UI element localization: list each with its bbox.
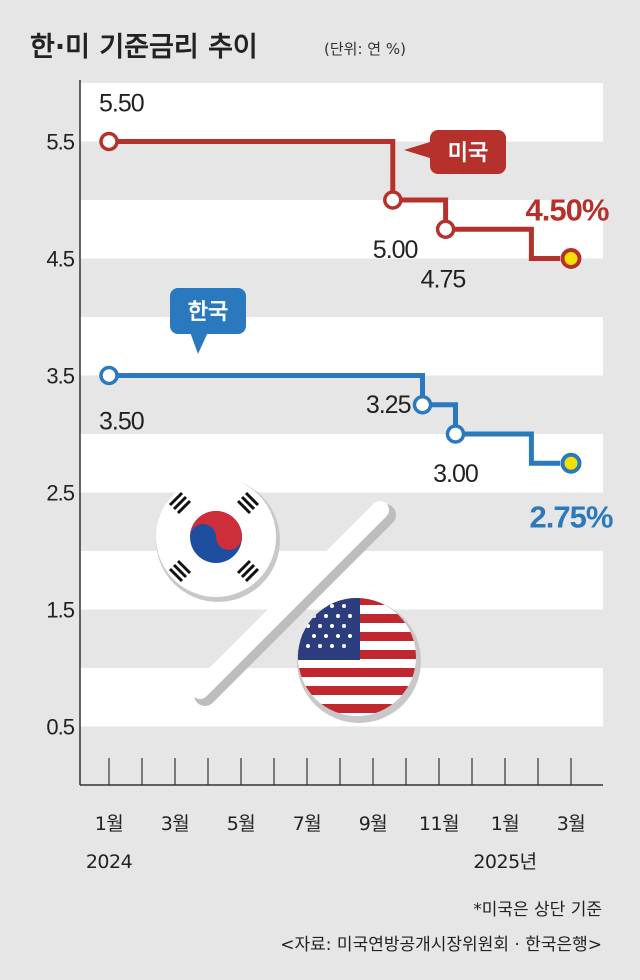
x-tick-label: 11월 (419, 813, 459, 835)
y-tick-label: 0.5 (46, 715, 74, 740)
data-point (99, 365, 119, 386)
data-label: 2.75% (530, 499, 613, 534)
us-rate-line (109, 139, 571, 261)
grid-band (80, 317, 603, 376)
kr-rate-line (109, 373, 571, 466)
x-tick-label: 1월 (95, 813, 124, 835)
data-label: 5.50 (99, 90, 144, 118)
grid-band (80, 83, 603, 142)
y-tick-label: 5.5 (46, 130, 74, 155)
x-year-label: 2025년 (473, 851, 536, 873)
data-label: 3.50 (99, 408, 144, 436)
series-layer (99, 131, 582, 475)
data-label: 3.00 (433, 460, 478, 488)
flag-decoration (156, 477, 421, 723)
data-point-current (560, 248, 582, 269)
x-tick-label: 3월 (557, 813, 586, 835)
data-point-current (560, 452, 582, 474)
korea-flag-icon (156, 477, 280, 602)
source-note: <자료: 미국연방공개시장위원회 · 한국은행> (280, 935, 602, 955)
data-point (435, 219, 456, 239)
x-tick-label: 9월 (359, 813, 388, 835)
data-point (445, 424, 466, 444)
percent-slash (191, 501, 389, 699)
data-label: 3.25 (366, 391, 411, 419)
data-point (412, 395, 433, 415)
axes: 0.5 1.5 2.5 3.5 4.5 5.5 1월 3월 5월 7월 9월 11월 1월 3월 2024 2… (46, 80, 603, 873)
series-tag-pointer (190, 332, 208, 354)
series-tag-label: 한국 (188, 300, 228, 325)
y-tick-label: 4.5 (46, 247, 74, 272)
y-tick-label: 3.5 (46, 364, 74, 389)
series-tag-box (170, 288, 246, 334)
series-tag-pointer (404, 142, 430, 158)
unit-label: (단위: 연 %) (324, 40, 406, 58)
series-tag-label: 미국 (448, 141, 488, 166)
chart-title: 한·미 기준금리 추이 (30, 32, 258, 63)
x-tick-label: 3월 (161, 813, 190, 835)
data-label: 4.75 (421, 265, 466, 293)
data-label: 4.50% (526, 193, 609, 228)
x-tick-label: 5월 (227, 813, 256, 835)
data-point (99, 131, 119, 152)
series-tag-box (430, 130, 506, 174)
data-label: 5.00 (373, 236, 418, 264)
footnote: *미국은 상단 기준 (473, 900, 602, 920)
y-tick-label: 2.5 (46, 481, 74, 506)
x-tick-label: 7월 (293, 813, 322, 835)
y-tick-label: 1.5 (46, 598, 74, 623)
usa-flag-icon (297, 598, 421, 723)
x-tick-label: 1월 (491, 813, 520, 835)
plot-bands (80, 83, 603, 727)
x-year-label: 2024 (86, 851, 133, 873)
grid-band (80, 434, 603, 493)
data-point (383, 190, 403, 210)
data-labels: 5.50 5.004.75 4.50% 미국 3.50 3.25 3.00 2.75% 한국 (99, 90, 614, 535)
